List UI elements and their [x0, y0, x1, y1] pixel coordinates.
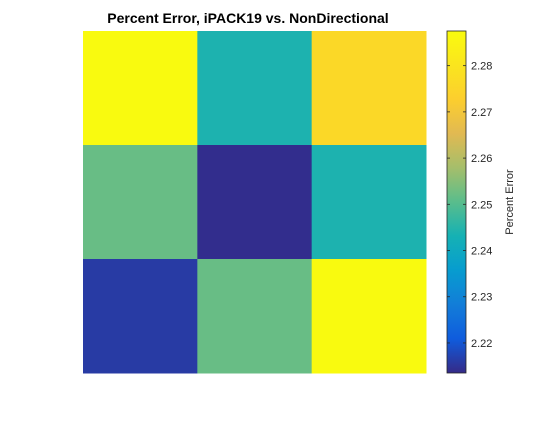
colorbar-gradient — [446, 30, 467, 374]
colorbar-tick-label: 2.26 — [471, 153, 492, 165]
colorbar-tick-label: 2.22 — [471, 338, 492, 350]
heatmap-cells — [83, 31, 427, 374]
heatmap-cell — [83, 259, 198, 374]
colorbar-tick-label: 2.24 — [471, 246, 492, 258]
heatmap-cell — [197, 31, 313, 146]
heatmap-cell — [311, 31, 427, 146]
heatmap-cell — [197, 145, 313, 260]
heatmap-cell — [83, 31, 198, 146]
colorbar-label: Percent Error — [504, 169, 516, 235]
colorbar-tick-label: 2.28 — [471, 61, 492, 73]
colorbar-tick-label: 2.27 — [471, 107, 492, 119]
colorbar: 2.22 2.23 2.24 2.25 2.26 2.27 2.28 — [446, 30, 492, 374]
colorbar-tick-label: 2.23 — [471, 292, 492, 304]
colorbar-tick-label: 2.25 — [471, 199, 492, 211]
heatmap-cell — [197, 259, 313, 374]
heatmap-cell — [311, 259, 427, 374]
heatmap-cell — [83, 145, 198, 260]
chart-title: Percent Error, iPACK19 vs. NonDirectiona… — [107, 10, 388, 26]
heatmap-cell — [311, 145, 427, 260]
